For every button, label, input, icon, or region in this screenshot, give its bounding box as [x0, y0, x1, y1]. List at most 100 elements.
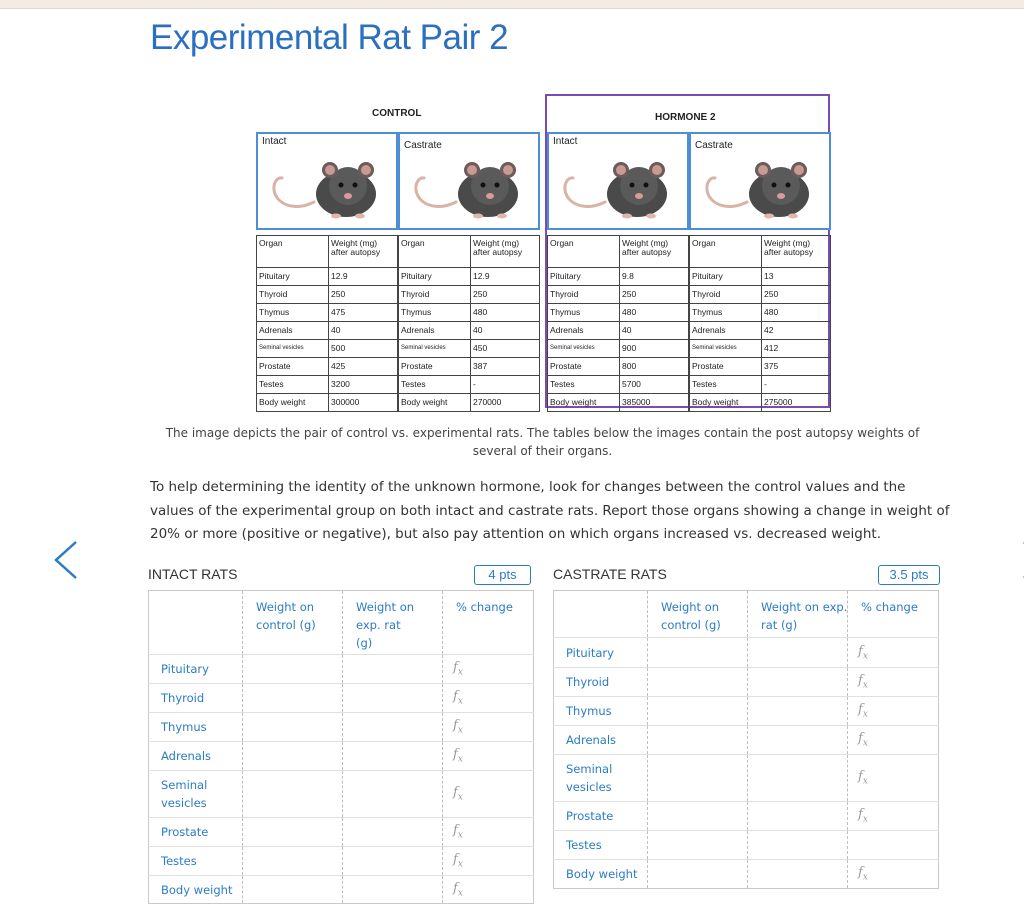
organ-col-header: Organ — [547, 235, 620, 268]
organ-name: Prostate — [547, 357, 620, 376]
organ-weight: 450 — [470, 339, 540, 358]
organ-row: Thyroid 250 — [689, 285, 831, 304]
percent-change-cell[interactable]: fx — [442, 817, 534, 847]
exp-weight-input[interactable] — [747, 801, 848, 831]
castrate-rats-grid: Weight on control (g) Weight on exp. rat… — [553, 590, 939, 889]
percent-change-cell[interactable]: fx — [442, 741, 534, 771]
organ-weight: 385000 — [619, 393, 689, 412]
rat-panel-control-castrate: Castrate — [398, 132, 540, 230]
control-weight-input[interactable] — [242, 683, 343, 713]
percent-change-cell[interactable]: fx — [847, 696, 939, 726]
organ-weight-table-hormone-castrate: Organ Weight (mg) after autopsy Pituitary 13… — [689, 235, 831, 412]
exp-weight-input[interactable] — [342, 875, 443, 904]
control-weight-input[interactable] — [647, 696, 748, 726]
organ-weight: 800 — [619, 357, 689, 376]
exp-weight-input[interactable] — [342, 654, 443, 684]
control-weight-input[interactable] — [647, 801, 748, 831]
formula-icon: fx — [858, 673, 868, 691]
percent-change-cell[interactable]: fx — [847, 637, 939, 668]
organ-row: Adrenals 40 — [398, 321, 540, 340]
exp-weight-input[interactable] — [747, 830, 848, 860]
percent-change-cell[interactable]: fx — [442, 683, 534, 713]
organ-weight-table-control-intact: Organ Weight (mg) after autopsy Pituitary 12… — [256, 235, 398, 412]
row-label: Seminal vesicles — [566, 762, 613, 794]
organ-weight: 9.8 — [619, 267, 689, 286]
control-weight-input[interactable] — [647, 667, 748, 697]
chevron-right-icon[interactable] — [1004, 540, 1024, 580]
control-weight-input[interactable] — [647, 754, 748, 802]
percent-change-cell[interactable]: fx — [847, 859, 939, 889]
formula-icon: fx — [858, 643, 868, 662]
exp-weight-input[interactable] — [747, 754, 848, 802]
exp-weight-input[interactable] — [342, 712, 443, 742]
organ-name: Thymus — [547, 303, 620, 322]
organ-weight: 250 — [328, 285, 398, 304]
formula-icon: fx — [453, 718, 463, 736]
table-row: Testes — [553, 830, 939, 860]
percent-change-cell[interactable]: fx — [442, 770, 534, 818]
organ-name: Thyroid — [547, 285, 620, 304]
weight-col-header: Weight (mg) after autopsy — [761, 235, 831, 268]
exp-weight-input[interactable] — [747, 637, 848, 668]
organ-row: Testes - — [398, 375, 540, 394]
control-weight-input[interactable] — [242, 654, 343, 684]
formula-icon: fx — [453, 660, 463, 678]
control-weight-input[interactable] — [242, 770, 343, 818]
percent-change-cell[interactable]: fx — [847, 667, 939, 697]
formula-icon: fx — [453, 823, 463, 841]
organ-weight: 475 — [328, 303, 398, 322]
control-weight-input[interactable] — [647, 637, 748, 668]
organ-weight: 412 — [761, 339, 831, 358]
exp-weight-input[interactable] — [342, 683, 443, 713]
percent-change-cell[interactable]: fx — [442, 875, 534, 904]
organ-row: Pituitary 13 — [689, 267, 831, 286]
organ-row: Prostate 425 — [256, 357, 398, 376]
weight-col-header: Weight (mg) after autopsy — [470, 235, 540, 268]
percent-change-cell[interactable]: fx — [442, 846, 534, 876]
weight-col-header-line2: after autopsy — [622, 247, 672, 257]
exp-weight-input[interactable] — [342, 770, 443, 818]
percent-change-cell[interactable]: fx — [442, 654, 534, 684]
chevron-left-icon[interactable] — [50, 540, 86, 580]
exp-weight-input[interactable] — [342, 846, 443, 876]
percent-change-cell[interactable]: fx — [847, 725, 939, 755]
rat-panel-hormone-castrate: Castrate — [689, 132, 831, 230]
rat-image — [414, 162, 518, 219]
organ-row: Thyroid 250 — [398, 285, 540, 304]
control-weight-input[interactable] — [242, 741, 343, 771]
exp-weight-input[interactable] — [342, 741, 443, 771]
organ-row: Seminal vesicles 450 — [398, 339, 540, 358]
percent-change-cell[interactable] — [847, 830, 939, 860]
row-label: Pituitary — [566, 645, 614, 660]
row-label: Prostate — [566, 809, 614, 823]
organ-weight-table-hormone-intact: Organ Weight (mg) after autopsy Pituitary 9.… — [547, 235, 689, 412]
intact-rats-grid: Weight on control (g) Weight on exp. rat… — [148, 590, 534, 904]
table-row: Body weight fx — [553, 859, 939, 889]
control-weight-input[interactable] — [647, 725, 748, 755]
exp-weight-input[interactable] — [747, 696, 848, 726]
control-weight-input[interactable] — [242, 712, 343, 742]
percent-change-cell[interactable]: fx — [847, 801, 939, 831]
control-weight-input[interactable] — [242, 875, 343, 904]
exp-weight-input[interactable] — [747, 859, 848, 889]
control-weight-input[interactable] — [242, 846, 343, 876]
organ-name: Prostate — [256, 357, 329, 376]
organ-weight: 375 — [761, 357, 831, 376]
control-weight-input[interactable] — [647, 859, 748, 889]
percent-change-cell[interactable]: fx — [442, 712, 534, 742]
exp-weight-input[interactable] — [747, 725, 848, 755]
percent-change-cell[interactable]: fx — [847, 754, 939, 802]
organ-row: Thymus 480 — [547, 303, 689, 322]
organ-row: Adrenals 40 — [547, 321, 689, 340]
organ-row: Seminal vesicles 900 — [547, 339, 689, 358]
organ-row: Adrenals 40 — [256, 321, 398, 340]
exp-weight-input[interactable] — [747, 667, 848, 697]
exp-weight-input[interactable] — [342, 817, 443, 847]
organ-name: Prostate — [398, 357, 471, 376]
control-weight-input[interactable] — [647, 830, 748, 860]
row-label: Prostate — [161, 825, 209, 839]
organ-weight: 480 — [470, 303, 540, 322]
organ-name: Body weight — [689, 393, 762, 412]
control-weight-input[interactable] — [242, 817, 343, 847]
organ-row: Thymus 480 — [398, 303, 540, 322]
